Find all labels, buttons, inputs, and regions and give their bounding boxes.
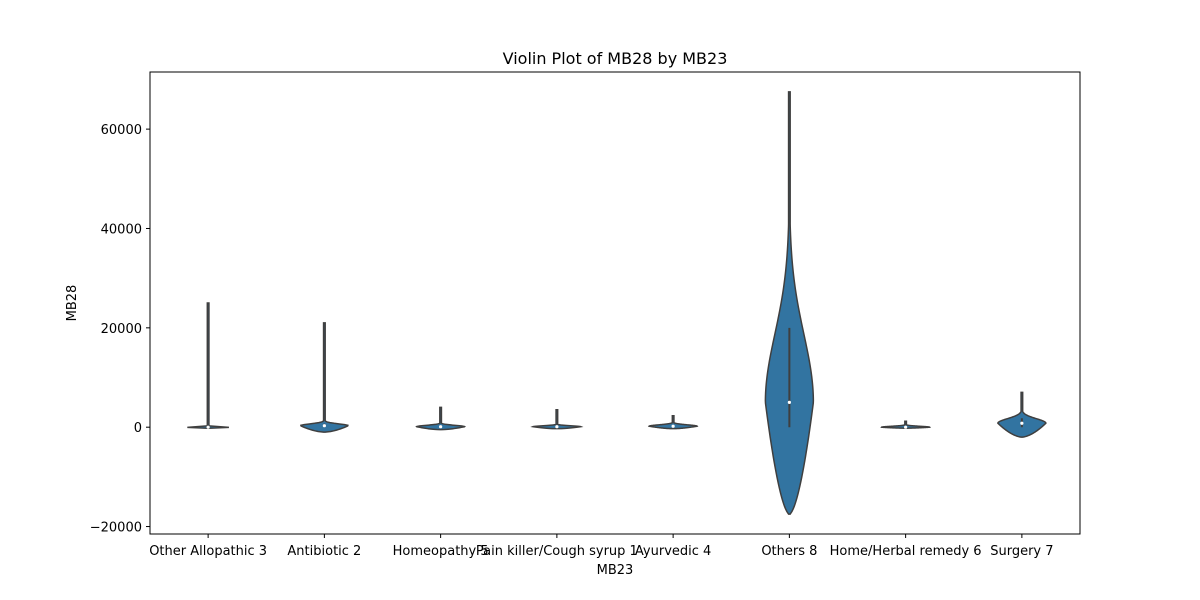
x-tick-label: Antibiotic 2 (287, 544, 361, 559)
y-tick-label: 0 (134, 421, 142, 436)
violin-4 (647, 415, 699, 430)
x-axis: Other Allopathic 3 Antibiotic 2 Homeopathy… (149, 534, 1054, 559)
x-tick-label: Ayurvedic 4 (635, 544, 711, 559)
plot-area-frame (149, 71, 1081, 535)
violin-6 (880, 420, 931, 429)
violin-2 (415, 406, 466, 431)
y-tick-label: 20000 (101, 322, 142, 337)
y-tick-label: −20000 (90, 521, 142, 536)
violin-7 (997, 391, 1047, 438)
violin-median-point (1020, 421, 1024, 425)
violin-group (187, 91, 1047, 515)
violin-median-point (322, 424, 326, 428)
chart-title: Violin Plot of MB28 by MB23 (503, 49, 728, 68)
y-tick-label: 40000 (101, 222, 142, 237)
violin-1 (299, 322, 349, 433)
y-axis-label: MB28 (65, 285, 80, 322)
x-tick-label: Home/Herbal remedy 6 (830, 544, 982, 559)
violin-3 (530, 409, 584, 430)
x-tick-label: Other Allopathic 3 (149, 544, 267, 559)
x-tick-label: Homeopathy 5 (393, 544, 489, 559)
y-tick-label: 60000 (101, 123, 142, 138)
violin-median-point (671, 424, 675, 428)
x-tick-label: Surgery 7 (990, 544, 1053, 559)
y-axis: −20000 0 20000 40000 60000 (90, 123, 150, 536)
violin-median-point (439, 425, 443, 429)
violin-median-point (206, 425, 210, 429)
violin-median-point (555, 425, 559, 429)
x-tick-label: Pain killer/Cough syrup 1 (476, 544, 638, 559)
violin-median-point (904, 425, 908, 429)
violin-median-point (787, 400, 791, 404)
x-tick-label: Others 8 (761, 544, 817, 559)
x-axis-label: MB23 (597, 563, 634, 578)
violin-5 (764, 91, 815, 515)
violin-0 (187, 302, 229, 429)
